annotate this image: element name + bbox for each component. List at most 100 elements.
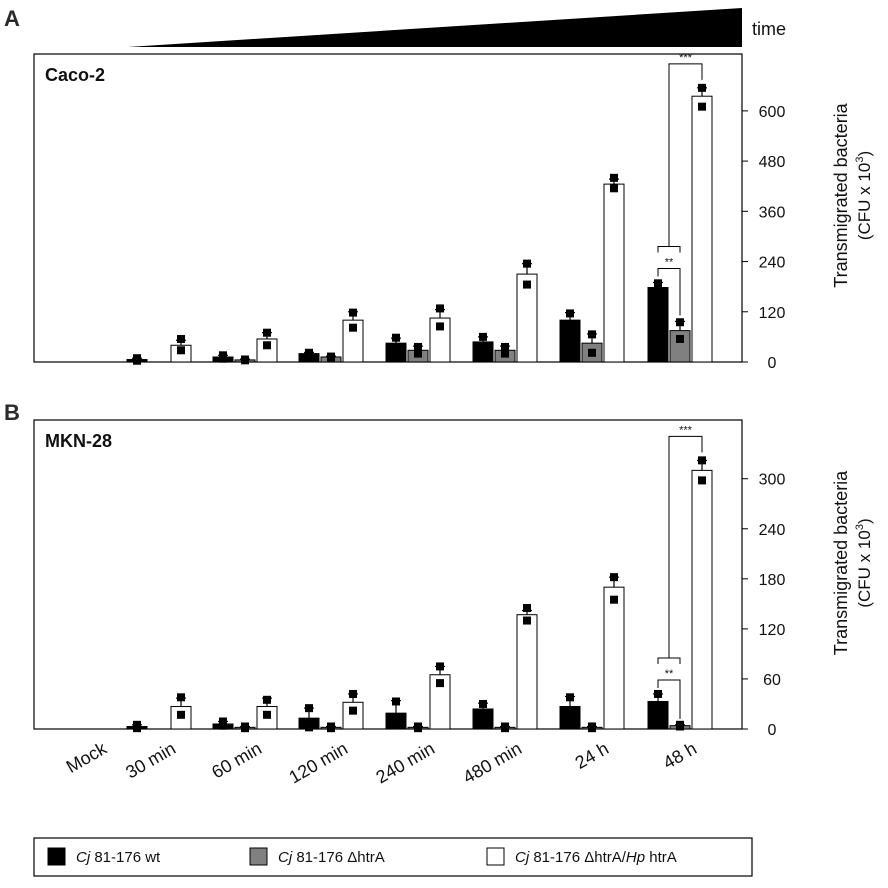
data-point [133, 354, 141, 363]
y-tick-label: 0 [768, 355, 777, 372]
time-label: time [752, 19, 786, 39]
significance-label: ** [665, 668, 674, 680]
data-point [501, 349, 509, 358]
y-tick-label: 300 [759, 472, 786, 489]
data-point [177, 710, 185, 719]
data-point [523, 280, 531, 289]
data-point [177, 334, 185, 343]
data-point [588, 330, 596, 339]
data-point [610, 595, 618, 604]
data-point [349, 689, 357, 698]
significance-bracket [668, 435, 703, 658]
data-point [479, 345, 487, 354]
data-point [523, 616, 531, 625]
data-point [676, 318, 684, 327]
data-point [327, 722, 335, 731]
legend-frame [33, 837, 753, 877]
data-point [610, 573, 618, 582]
bar [691, 469, 713, 730]
bar [647, 286, 669, 363]
data-point [414, 349, 422, 358]
bar [342, 701, 364, 730]
data-point [219, 721, 227, 730]
legend-strain: 81-176 ΔhtrA/ [529, 849, 627, 866]
significance-bracket [668, 63, 703, 247]
y-axis-label-unit: (CFU x 10 [855, 163, 874, 240]
panel-letter-a: A [4, 6, 20, 31]
legend-swatch [486, 847, 505, 866]
data-point [610, 184, 618, 193]
y-axis-label-line1: Transmigrated bacteria [831, 470, 851, 655]
data-point [263, 710, 271, 719]
y-tick-label: 0 [768, 722, 777, 739]
data-point [305, 348, 313, 357]
legend-swatch [47, 847, 66, 866]
data-point [436, 679, 444, 688]
data-point [436, 304, 444, 313]
data-point [654, 279, 662, 288]
data-point [305, 704, 313, 713]
data-point [263, 341, 271, 350]
category-label: 24 h [572, 738, 612, 773]
chart-panel-mkn28: MKN-28 0 60 120 180 240 300 Transmigrated bacte… [33, 419, 874, 739]
data-point [698, 102, 706, 111]
data-point [523, 259, 531, 268]
data-point [654, 689, 662, 698]
category-label: Mock [63, 738, 111, 777]
data-point [392, 333, 400, 342]
data-point [263, 328, 271, 337]
data-point [436, 322, 444, 331]
y-axis-label-close: ) [855, 518, 874, 524]
category-labels: Mock 30 min 60 min 120 min 240 min 480 min 24 … [63, 738, 700, 788]
category-label: 480 min [460, 738, 525, 787]
legend-species-2: Hp [626, 849, 645, 866]
data-point [349, 308, 357, 317]
data-point [392, 697, 400, 706]
data-point [219, 351, 227, 360]
legend-strain: 81-176 ΔhtrA [292, 849, 385, 866]
data-point [501, 342, 509, 351]
legend-gene: htrA [645, 849, 677, 866]
data-point [241, 355, 249, 364]
data-point [566, 711, 574, 720]
data-point [610, 173, 618, 182]
data-point [177, 693, 185, 702]
data-point [698, 83, 706, 92]
data-point [676, 720, 684, 729]
bar [691, 95, 713, 363]
data-point [177, 346, 185, 355]
data-point [263, 695, 271, 704]
legend: Cj 81-176 wt Cj 81-176 ΔhtrA Cj 81-176 Δht… [33, 837, 753, 877]
legend-species: Cj [278, 849, 293, 866]
data-point [327, 352, 335, 361]
data-point [349, 323, 357, 332]
bar [603, 586, 625, 730]
y-axis-label-unit: (CFU x 10 [855, 530, 874, 607]
panel-title: Caco-2 [45, 65, 105, 85]
y-axis-label-exponent: 3 [854, 157, 866, 163]
data-point [305, 723, 313, 732]
category-label: 48 h [660, 738, 700, 773]
legend-label: Cj 81-176 wt [76, 849, 161, 866]
data-point [676, 334, 684, 343]
group-bracket [657, 245, 681, 253]
data-point [479, 332, 487, 341]
y-tick-label: 120 [759, 305, 786, 322]
legend-label: Cj 81-176 ΔhtrA [278, 849, 385, 866]
y-axis-label-line2: (CFU x 103) [854, 151, 874, 240]
data-point [698, 456, 706, 465]
data-point [698, 476, 706, 485]
data-point [523, 604, 531, 613]
y-tick-label: 180 [759, 572, 786, 589]
y-axis-label-close: ) [855, 151, 874, 157]
legend-label: Cj 81-176 ΔhtrA/Hp htrA [515, 849, 677, 866]
category-label: 30 min [122, 738, 179, 782]
significance-label: ** [665, 256, 674, 268]
time-wedge [128, 8, 742, 47]
data-point [588, 348, 596, 357]
data-point [241, 722, 249, 731]
significance-label: *** [679, 424, 693, 436]
panel-letter-b: B [4, 400, 20, 425]
plot-frame [33, 53, 743, 363]
data-point [349, 706, 357, 715]
